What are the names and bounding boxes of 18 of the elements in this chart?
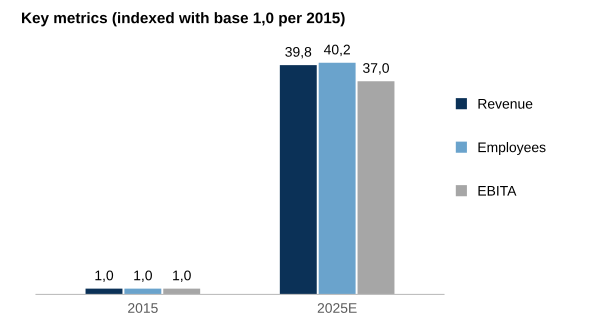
bar xyxy=(358,81,394,294)
chart-title: Key metrics (indexed with base 1,0 per 2015) xyxy=(22,12,345,26)
bar xyxy=(124,288,162,294)
data-label: 1,0 xyxy=(134,270,152,282)
data-label: 37,0 xyxy=(363,63,389,75)
bar xyxy=(280,65,317,294)
legend-label: Employees xyxy=(478,142,546,155)
data-label: 39,8 xyxy=(285,46,312,58)
bar xyxy=(318,62,356,294)
data-label: 40,2 xyxy=(324,44,350,56)
bar xyxy=(163,288,200,294)
x-tick-label: 2015 xyxy=(128,303,158,313)
legend-label: Revenue xyxy=(478,99,532,109)
x-tick-label: 2025E xyxy=(318,303,357,313)
bar xyxy=(86,288,122,294)
data-label: 1,0 xyxy=(173,270,191,282)
data-label: 1,0 xyxy=(95,270,114,282)
legend-label: EBITA xyxy=(478,186,516,196)
